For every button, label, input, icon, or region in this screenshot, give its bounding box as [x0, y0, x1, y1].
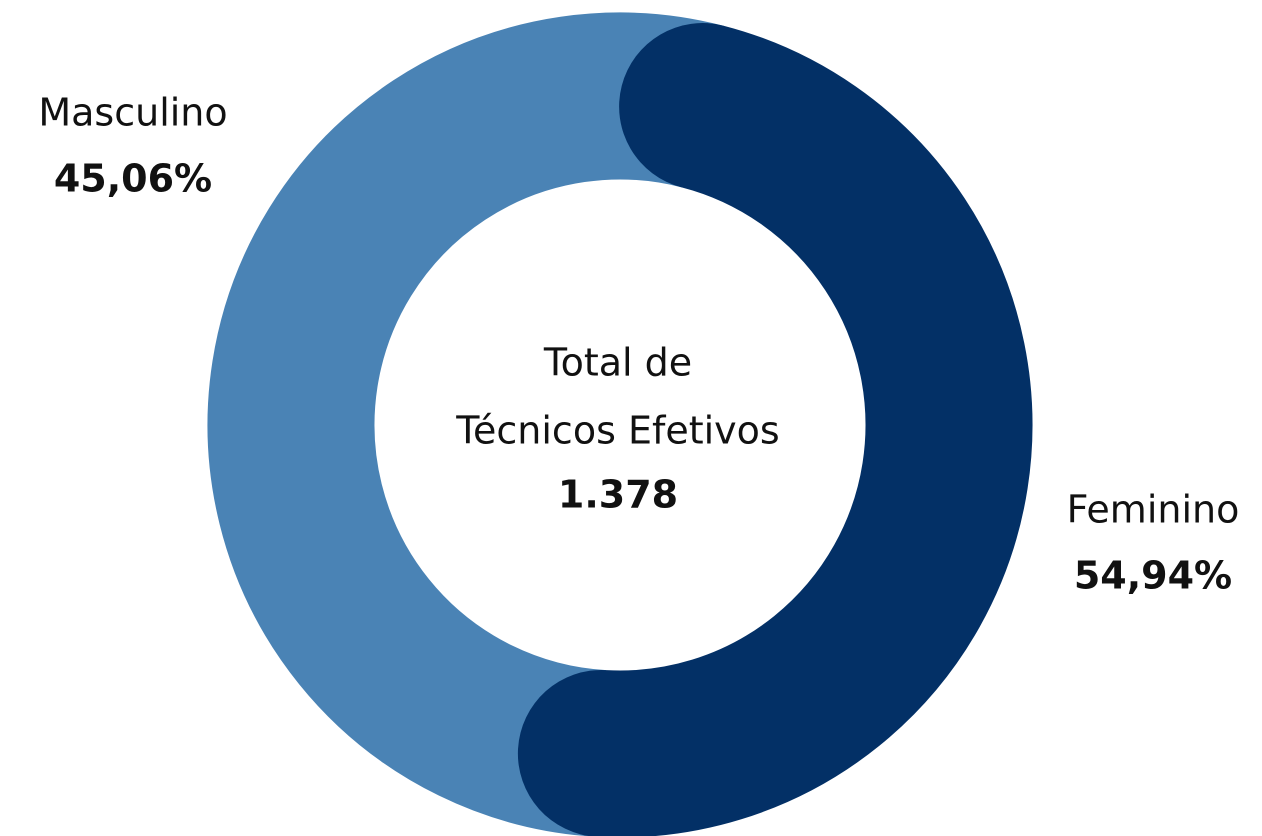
- center-text: Total de: [543, 341, 692, 385]
- donut-segment: [207, 12, 724, 836]
- segment-value-label: 54,94%: [1074, 554, 1232, 598]
- donut-segment: [517, 23, 1033, 836]
- segment-value-label: 45,06%: [54, 157, 212, 201]
- segment-name: Feminino: [1067, 488, 1240, 532]
- ring: [207, 12, 1033, 836]
- segment-name: Masculino: [38, 91, 227, 135]
- center-text: Técnicos Efetivos: [455, 409, 779, 453]
- center-value: 1.378: [558, 473, 678, 517]
